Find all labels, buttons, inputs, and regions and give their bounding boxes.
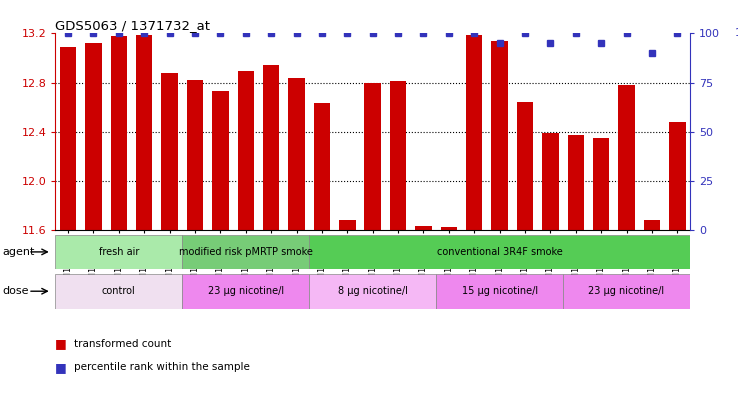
Bar [111, 36, 127, 230]
Bar [492, 41, 508, 230]
Text: 23 μg nicotine/l: 23 μg nicotine/l [207, 286, 284, 296]
Bar [182, 235, 309, 269]
Bar [436, 274, 563, 309]
Bar [212, 91, 229, 230]
Text: 8 μg nicotine/l: 8 μg nicotine/l [338, 286, 407, 296]
Bar [289, 77, 305, 230]
Bar [618, 85, 635, 230]
Bar [85, 43, 102, 230]
Text: 23 μg nicotine/l: 23 μg nicotine/l [588, 286, 665, 296]
Bar [136, 35, 153, 230]
Text: control: control [102, 286, 136, 296]
Bar [182, 274, 309, 309]
Bar [568, 135, 584, 230]
Bar [365, 83, 381, 230]
Text: ■: ■ [55, 361, 67, 374]
Bar [55, 274, 182, 309]
Bar [415, 226, 432, 230]
Bar [162, 73, 178, 230]
Text: modified risk pMRTP smoke: modified risk pMRTP smoke [179, 247, 313, 257]
Bar [187, 80, 203, 230]
Text: conventional 3R4F smoke: conventional 3R4F smoke [437, 247, 562, 257]
Bar [314, 103, 330, 230]
Text: fresh air: fresh air [99, 247, 139, 257]
Bar [55, 235, 182, 269]
Text: ■: ■ [55, 337, 67, 351]
Text: dose: dose [2, 286, 29, 296]
Bar [517, 102, 534, 230]
Text: transformed count: transformed count [74, 339, 171, 349]
Text: GDS5063 / 1371732_at: GDS5063 / 1371732_at [55, 19, 210, 32]
Bar [441, 228, 457, 230]
Bar [563, 274, 690, 309]
Bar [542, 133, 559, 230]
Text: 100%: 100% [734, 28, 738, 39]
Bar [644, 220, 661, 230]
Bar [238, 72, 254, 230]
Bar [466, 35, 483, 230]
Text: percentile rank within the sample: percentile rank within the sample [74, 362, 249, 373]
Bar [309, 235, 690, 269]
Bar [309, 274, 436, 309]
Bar [60, 47, 76, 230]
Bar [593, 138, 610, 230]
Text: agent: agent [2, 247, 35, 257]
Bar [339, 220, 356, 230]
Bar [390, 81, 407, 230]
Text: 15 μg nicotine/l: 15 μg nicotine/l [461, 286, 538, 296]
Bar [669, 122, 686, 230]
Bar [263, 65, 280, 230]
